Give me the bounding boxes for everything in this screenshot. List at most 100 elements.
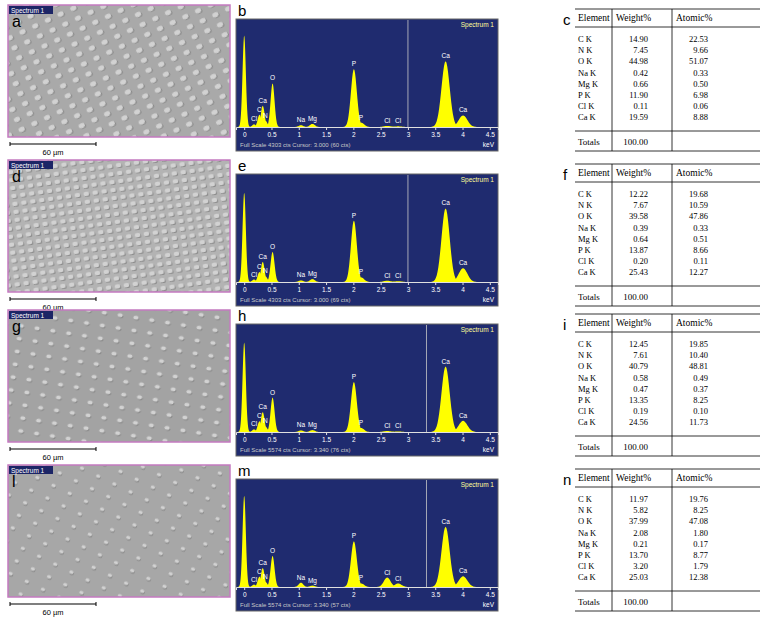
table-rule <box>575 151 760 152</box>
tick-mark <box>463 282 464 285</box>
tick-mark <box>244 127 245 130</box>
spectrum-panel: mClCCaNONaMgPPClClCaCa00.511.522.533.544… <box>236 462 499 611</box>
tick-label: 2 <box>352 286 356 293</box>
tick-label: 3 <box>407 131 411 138</box>
tick: 0.5 <box>267 432 276 443</box>
peak-label: Ca <box>459 106 468 113</box>
tick-label: 3 <box>407 286 411 293</box>
tick-mark <box>435 432 436 435</box>
table-divider <box>672 469 673 611</box>
peak-label: Cl <box>395 272 402 279</box>
table-divider <box>612 314 613 456</box>
table-cell: Ca K <box>578 417 597 427</box>
plot-frame <box>236 479 498 611</box>
tick: 0 <box>243 282 247 293</box>
table-divider <box>672 164 673 306</box>
tick-label: 4 <box>461 436 465 443</box>
tick-label: 2 <box>352 436 356 443</box>
table-header: Weight% <box>616 168 651 178</box>
table-cell: 0.51 <box>693 234 708 244</box>
tick: 3.5 <box>431 282 440 293</box>
tick-mark <box>490 127 491 130</box>
table-cell: 0.66 <box>633 79 648 89</box>
table-cell: 13.35 <box>629 395 648 405</box>
tick: 2.5 <box>377 587 386 598</box>
micrograph <box>8 465 230 597</box>
table-cell: C K <box>578 34 593 44</box>
peak <box>238 496 251 587</box>
spectrum-panel: hClCCaNONaMgPPClClCaCa00.511.522.533.544… <box>236 307 499 456</box>
table-cell: Na K <box>578 373 597 383</box>
tick-mark <box>326 587 327 590</box>
peak <box>349 583 373 587</box>
figure: Spectrum 1a60 µmbClCCaNONaMgPPClClCaCa00… <box>0 0 764 624</box>
table-header: Atomic% <box>676 13 712 23</box>
tick: 4 <box>461 127 465 138</box>
peak-label: P <box>359 574 363 581</box>
scale-bar-label: 60 µm <box>43 453 64 462</box>
table-cell: 25.03 <box>629 572 648 582</box>
table-cell: 14.90 <box>629 34 648 44</box>
table-cell: 11.90 <box>629 90 648 100</box>
peak <box>303 430 323 432</box>
peak <box>429 527 461 587</box>
table-total: 100.00 <box>623 137 648 147</box>
tick-mark <box>271 432 272 435</box>
x-axis-title: keV <box>483 141 495 148</box>
table-cell: Mg K <box>578 384 599 394</box>
table-cell: 19.76 <box>689 494 708 504</box>
tick-mark <box>435 587 436 590</box>
tick-mark <box>463 587 464 590</box>
panel-letter: m <box>238 462 251 479</box>
table-cell: 0.17 <box>693 539 708 549</box>
table-cell: C K <box>578 339 593 349</box>
tick-mark <box>490 587 491 590</box>
table-cell: 0.47 <box>633 384 648 394</box>
table-cell: N K <box>578 45 593 55</box>
table-cell: 22.53 <box>689 34 708 44</box>
tick: 2.5 <box>377 432 386 443</box>
table-cell: 12.22 <box>629 189 648 199</box>
table-header: Element <box>578 168 610 178</box>
peak-label: Ca <box>441 358 450 365</box>
tick: 1.5 <box>322 432 331 443</box>
table-rule <box>575 306 760 307</box>
peak-label: Ca <box>459 259 468 266</box>
table-cell: P K <box>578 550 592 560</box>
tick-label: 0 <box>243 591 247 598</box>
table-cell: Cl K <box>578 256 595 266</box>
tick: 3.5 <box>431 587 440 598</box>
table-cell: 10.40 <box>689 350 708 360</box>
scale-bar-label: 60 µm <box>43 608 64 617</box>
table-cell: Mg K <box>578 539 599 549</box>
table-cell: 40.79 <box>629 361 648 371</box>
tick-label: 4.5 <box>486 131 495 138</box>
tick-mark <box>244 587 245 590</box>
peak-label: Ca <box>441 199 450 206</box>
spectrum-title: Spectrum 1 <box>461 21 495 29</box>
panel-letter: b <box>238 2 246 19</box>
tick-mark <box>381 432 382 435</box>
scale-bar-end <box>10 297 11 301</box>
peak-label: N <box>263 267 268 274</box>
table-cell: 51.07 <box>689 56 708 66</box>
peak-label: N <box>263 112 268 119</box>
scale-bar-end <box>10 142 11 146</box>
table-cell: O K <box>578 361 593 371</box>
tick: 1 <box>297 282 301 293</box>
tick: 2.5 <box>377 282 386 293</box>
tick: 0 <box>243 587 247 598</box>
tick-label: 2.5 <box>377 436 386 443</box>
table-cell: 47.08 <box>689 516 708 526</box>
peak-label: Cl <box>384 272 391 279</box>
table-cell: 0.33 <box>693 223 708 233</box>
table-rule <box>575 131 760 132</box>
peak <box>303 124 323 127</box>
scale-bar-end <box>96 297 97 301</box>
tick-label: 3 <box>407 591 411 598</box>
table-cell: 0.33 <box>693 68 708 78</box>
tick-mark <box>435 127 436 130</box>
tick-label: 3 <box>407 436 411 443</box>
peak-label: Ca <box>459 412 468 419</box>
peak-label: O <box>270 243 275 250</box>
